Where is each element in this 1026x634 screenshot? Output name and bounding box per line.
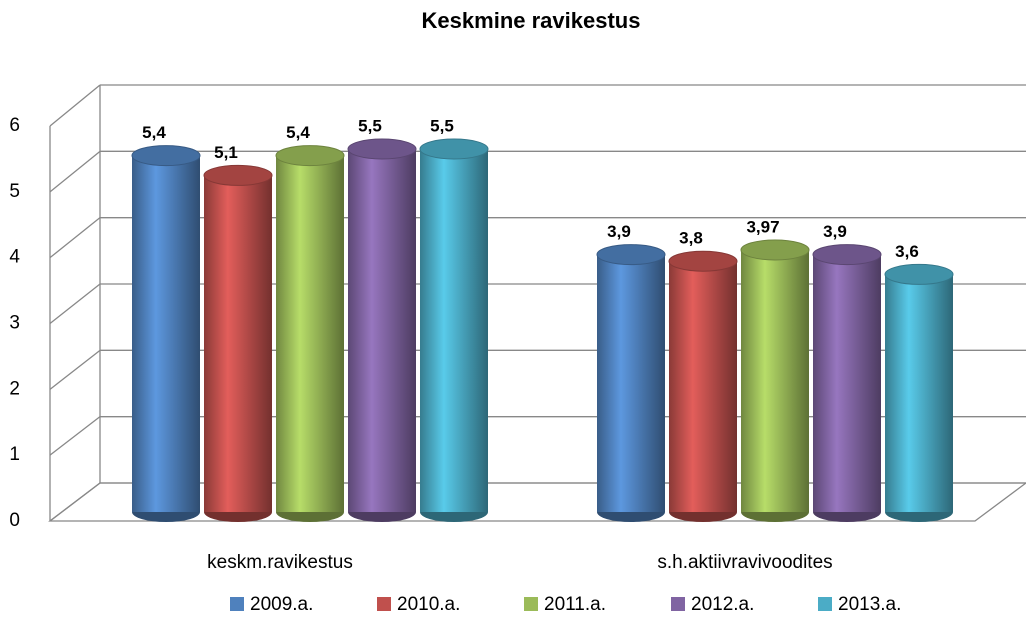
legend-label: 2009.a. [250, 594, 313, 615]
grid-line [49, 84, 101, 127]
legend-swatch [377, 597, 391, 611]
bar-top [668, 250, 738, 272]
bar [669, 261, 737, 512]
bar [204, 175, 272, 512]
legend-label: 2013.a. [838, 594, 901, 615]
grid-line [49, 283, 101, 325]
bar [420, 149, 488, 512]
chart-title: Keskmine ravikestus [422, 8, 641, 33]
x-tick-label: s.h.aktiivravivoodites [657, 552, 832, 573]
bar [348, 149, 416, 512]
y-tick-label: 4 [9, 247, 20, 268]
y-tick-label: 0 [9, 510, 20, 531]
grid-line [49, 416, 101, 456]
data-label: 3,8 [679, 229, 703, 248]
legend-swatch [230, 597, 244, 611]
bar [132, 155, 200, 512]
legend-swatch [524, 597, 538, 611]
data-label: 5,5 [430, 116, 454, 135]
bar [276, 155, 344, 512]
bar-top [812, 244, 882, 266]
grid-line [49, 349, 101, 390]
bar [813, 254, 881, 512]
legend-swatch [671, 597, 685, 611]
legend-label: 2012.a. [691, 594, 754, 615]
legend-label: 2010.a. [397, 594, 460, 615]
bar-top [275, 145, 345, 167]
legend-label: 2011.a. [544, 594, 606, 615]
grid-line [49, 482, 101, 522]
data-label: 3,6 [895, 242, 919, 261]
bar-top [419, 138, 489, 160]
grid-line [49, 150, 101, 193]
bar-top [596, 244, 666, 266]
bar [597, 254, 665, 512]
bar-top [203, 164, 273, 186]
data-label: 3,97 [746, 217, 779, 236]
data-label: 3,9 [823, 222, 847, 241]
data-label: 5,4 [142, 123, 166, 142]
y-tick-label: 2 [9, 378, 20, 399]
bar [741, 249, 809, 513]
data-label: 5,5 [358, 116, 382, 135]
y-tick-label: 6 [9, 115, 20, 136]
y-tick-label: 3 [9, 313, 20, 334]
data-label: 5,1 [214, 143, 238, 162]
data-label: 3,9 [607, 222, 631, 241]
bar-top [131, 145, 201, 167]
grid-line [49, 217, 101, 259]
legend-swatch [818, 597, 832, 611]
y-tick-label: 1 [9, 444, 20, 465]
bar-top [347, 138, 417, 160]
y-tick-label: 5 [9, 181, 20, 202]
bar [885, 274, 953, 512]
bar-top [740, 239, 810, 261]
bar-top [884, 263, 954, 285]
x-tick-label: keskm.ravikestus [207, 552, 353, 573]
data-label: 5,4 [286, 123, 310, 142]
